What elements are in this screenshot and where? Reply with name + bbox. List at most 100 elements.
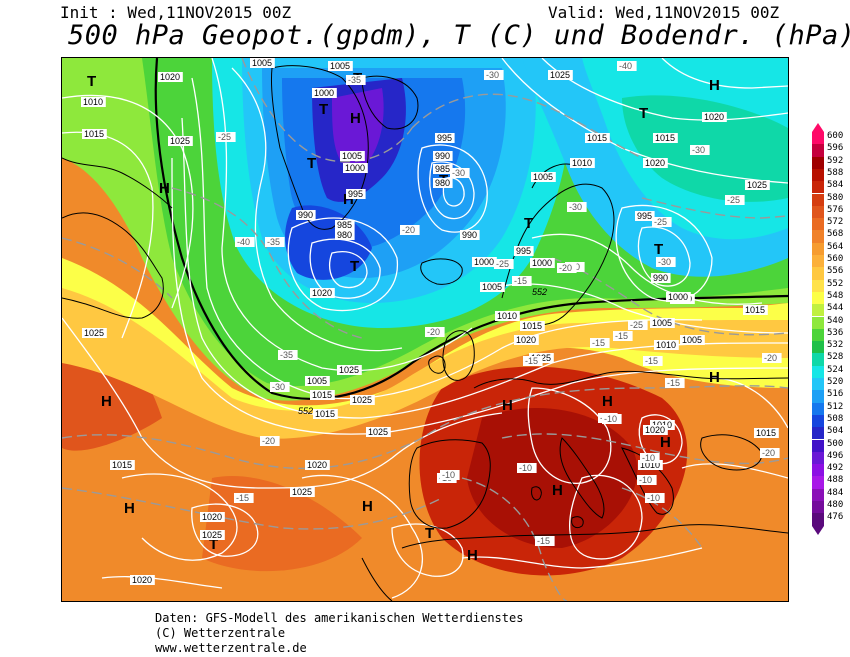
isobar-label-bg	[754, 428, 779, 438]
isobar-label-bg	[328, 61, 353, 71]
isobar-label: 995	[516, 246, 531, 256]
legend-swatch	[812, 218, 824, 231]
legend-value: 484	[827, 487, 844, 498]
legend-value: 564	[827, 241, 844, 252]
isobar-label: 985	[337, 220, 352, 230]
isobar-label-bg	[433, 151, 453, 161]
isobar-label: 1005	[533, 172, 553, 182]
isobar-label: 1025	[84, 328, 104, 338]
isotherm-label-bg	[425, 327, 445, 337]
legend-value: 600	[827, 131, 844, 141]
legend-value: 548	[827, 290, 844, 301]
isobar-label: 990	[462, 230, 477, 240]
isotherm-label-bg	[617, 61, 637, 71]
legend-value: 516	[827, 389, 844, 400]
legend-entry: 572	[812, 217, 850, 231]
isobar-label: 1025	[292, 487, 312, 497]
isobar-label-bg	[643, 425, 668, 435]
legend-entry: 556	[812, 266, 850, 280]
isobar-label-bg	[635, 211, 655, 221]
isotherm-label-bg	[484, 70, 504, 80]
isobar-label-bg	[514, 335, 539, 345]
high-label: H	[552, 482, 563, 499]
isotherm-label-bg	[216, 132, 236, 142]
legend-value: 540	[827, 315, 844, 326]
isobar-label: 1000	[668, 292, 688, 302]
low-label: T	[319, 101, 328, 118]
isotherm-label-bg	[346, 75, 366, 85]
legend-entry: 564	[812, 241, 850, 255]
legend-swatch	[812, 439, 824, 452]
isotherm-label-bg	[512, 276, 532, 286]
isotherm-label: -15	[537, 536, 550, 546]
isotherm-label-bg	[234, 493, 254, 503]
isotherm-label: -15	[514, 276, 527, 286]
isotherm-label-bg	[400, 225, 420, 235]
legend-swatch	[812, 279, 824, 292]
init-time: Init : Wed,11NOV2015 00Z	[60, 3, 292, 22]
contour-552-label: 552	[298, 406, 313, 416]
isobar-label-bg	[745, 180, 770, 190]
isotherm-label: -25	[218, 132, 231, 142]
isobar-label-bg	[653, 133, 678, 143]
isobar-label-bg	[654, 340, 679, 350]
isobar-label-bg	[168, 136, 193, 146]
legend-entry: 508	[812, 414, 850, 428]
legend-value: 524	[827, 364, 844, 375]
isotherm-label: -30	[272, 382, 285, 392]
isobar-label: 995	[348, 189, 363, 199]
legend-value: 512	[827, 401, 844, 412]
legend-entry: 544	[812, 303, 850, 317]
isotherm-label: -20	[402, 225, 415, 235]
legend-swatch	[812, 488, 824, 501]
legend-value: 560	[827, 254, 844, 264]
isotherm-label-bg	[665, 378, 685, 388]
valid-time: Valid: Wed,11NOV2015 00Z	[548, 3, 780, 22]
isobar-label-bg	[335, 230, 355, 240]
isobar-label: 1020	[704, 112, 724, 122]
legend-value: 596	[827, 143, 844, 154]
high-label: H	[343, 191, 354, 208]
isotherm-label: -10	[604, 414, 617, 424]
legend-entry: 552	[812, 278, 850, 292]
isobar-label: 990	[653, 273, 668, 283]
legend-swatch	[812, 464, 824, 477]
legend-swatch	[812, 242, 824, 255]
legend-swatch	[812, 328, 824, 342]
isobar-label: 1010	[656, 340, 676, 350]
isotherm-label-bg	[643, 356, 663, 366]
isobar-label: 1015	[522, 321, 542, 331]
legend-entry: 584	[812, 180, 850, 194]
isotherm-label-bg	[270, 382, 290, 392]
isobar-label-bg	[312, 88, 337, 98]
isotherm-label-bg	[725, 195, 745, 205]
isotherm-label: -25	[654, 217, 667, 227]
legend-swatch	[812, 414, 824, 428]
isotherm-label-bg	[557, 263, 577, 273]
isobar-label: 1020	[645, 158, 665, 168]
high-label: H	[602, 393, 613, 410]
high-label: H	[709, 369, 720, 386]
legend-value: 496	[827, 450, 844, 461]
legend-value: 592	[827, 155, 844, 166]
legend-swatch	[812, 402, 824, 415]
legend-swatch	[812, 513, 824, 526]
isobar-label-bg	[495, 311, 520, 321]
legend-value: 532	[827, 340, 844, 351]
isobar-label: 1015	[745, 305, 765, 315]
low-label: T	[425, 525, 434, 542]
isotherm-label: -15	[615, 331, 628, 341]
isobar-label: 1005	[330, 61, 350, 71]
isotherm-label: -30	[692, 145, 705, 155]
isotherm-label: -15	[667, 378, 680, 388]
isobar-label: 1005	[482, 282, 502, 292]
legend-value: 588	[827, 167, 844, 178]
legend-swatch	[812, 230, 824, 243]
isobar-label-bg	[310, 390, 335, 400]
isotherm-label: -10	[442, 470, 455, 480]
isobar-label-bg	[158, 72, 183, 82]
legend-entry: 540	[812, 315, 850, 329]
isotherm-label: -15	[525, 356, 538, 366]
isobar-label: 1005	[307, 376, 327, 386]
legend-value: 552	[827, 278, 844, 289]
